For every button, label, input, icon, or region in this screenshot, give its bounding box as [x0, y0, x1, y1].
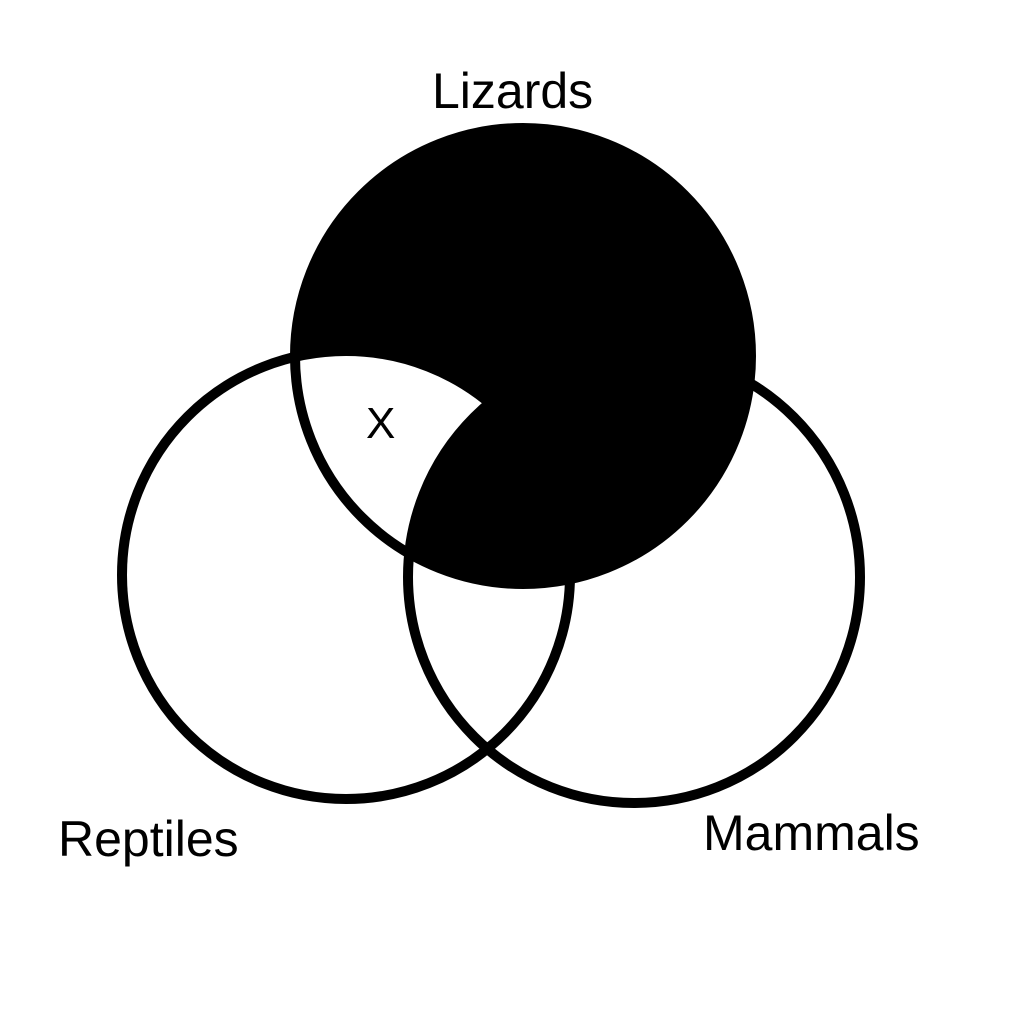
label-mammals: Mammals	[703, 805, 920, 861]
label-lizards: Lizards	[432, 63, 594, 119]
circle-reptiles-outline	[117, 346, 575, 804]
label-reptiles: Reptiles	[58, 811, 239, 867]
marker-x: X	[366, 399, 396, 448]
circle-mammals-outline	[403, 346, 865, 808]
